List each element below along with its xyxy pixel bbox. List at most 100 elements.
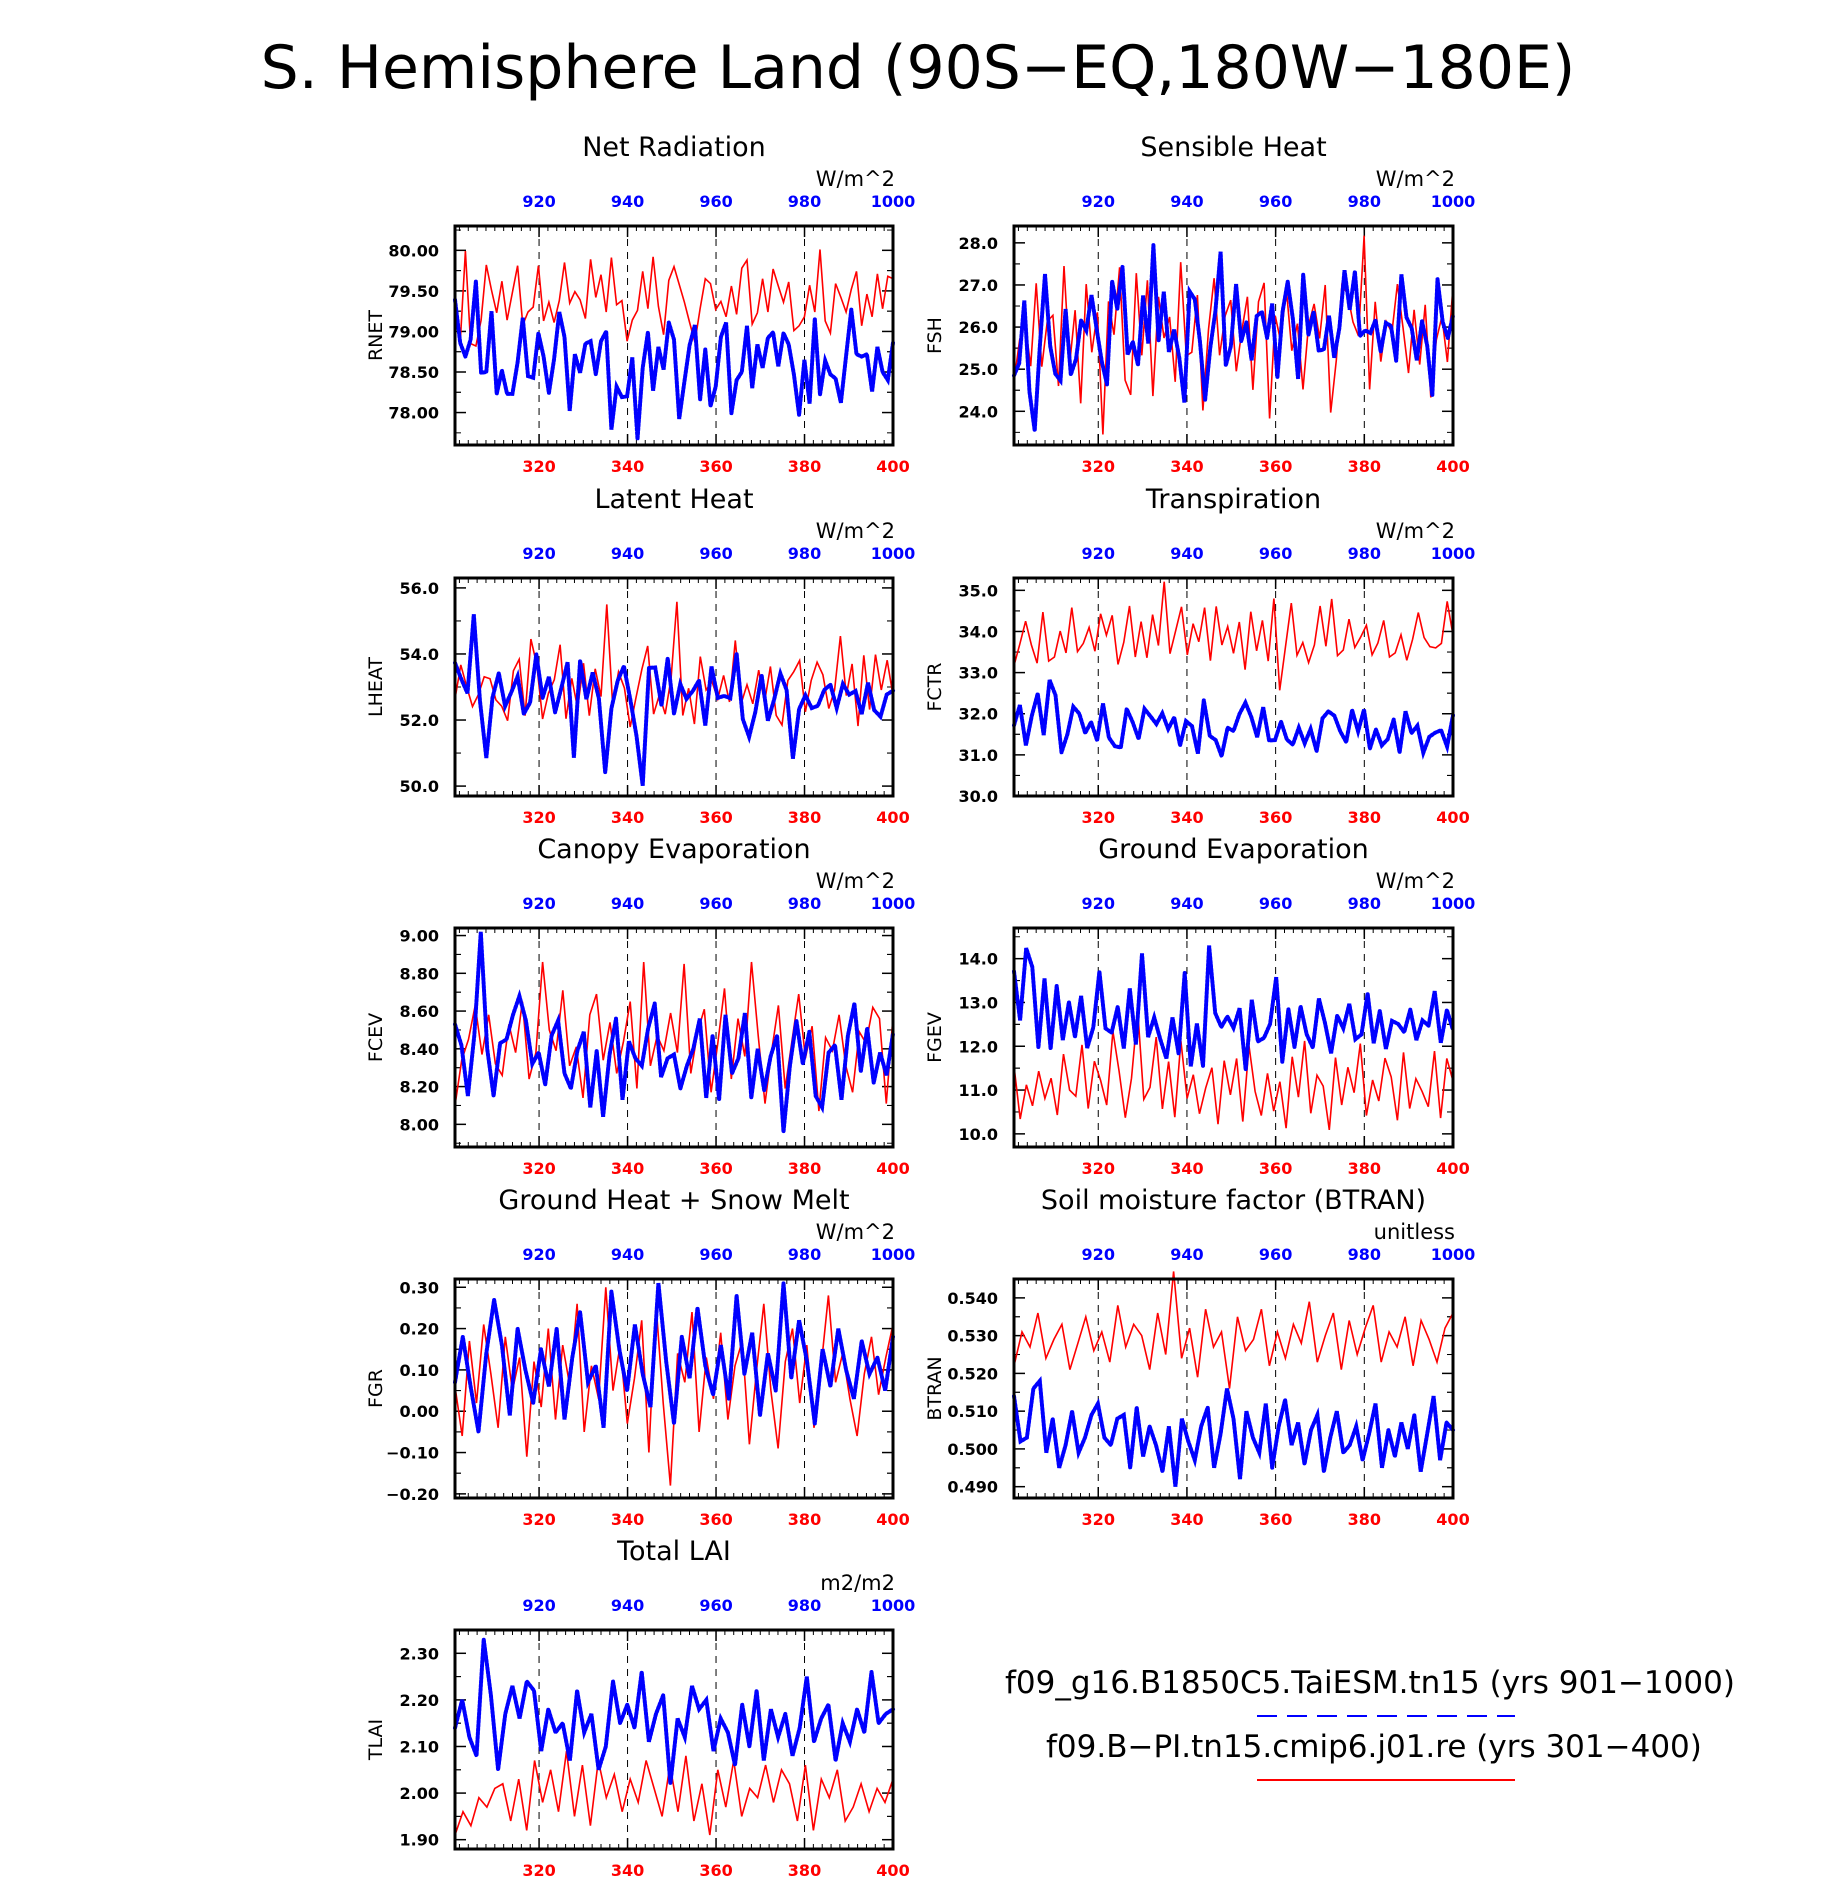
x-top-tick-label: 920 [1082,894,1115,913]
x-bottom-tick-label: 380 [788,1159,821,1178]
y-tick-label: 25.0 [959,360,998,379]
x-top-tick-label: 980 [1348,192,1381,211]
units-label: W/m^2 [1376,869,1455,893]
x-bottom-tick-label: 340 [1170,1510,1203,1529]
x-bottom-tick-label: 340 [611,1159,644,1178]
y-tick-label: 0.490 [947,1478,998,1497]
y-tick-label: 35.0 [959,581,998,600]
x-top-tick-label: 980 [788,1596,821,1615]
panel-title: Canopy Evaporation [537,834,810,865]
plot-frame [453,1628,895,1851]
x-bottom-tick-label: 360 [699,1159,732,1178]
y-tick-label: 0.00 [400,1402,439,1421]
x-bottom-tick-label: 400 [1436,1159,1469,1178]
y-tick-label: 0.540 [947,1289,998,1308]
x-bottom-tick-label: 400 [1436,808,1469,827]
x-top-tick-label: 940 [611,192,644,211]
series-line-run-b [1013,581,1454,691]
x-bottom-tick-label: 340 [1170,808,1203,827]
x-top-tick-label: 1000 [871,544,916,563]
y-tick-label: 34.0 [959,622,998,641]
x-top-tick-label: 960 [1259,544,1292,563]
series-line-run-b [454,601,894,728]
x-bottom-tick-label: 340 [1170,1159,1203,1178]
y-tick-label: 0.20 [400,1320,439,1339]
y-tick-label: 33.0 [959,664,998,683]
series-line-run-b [454,961,894,1112]
x-bottom-tick-label: 320 [1082,1159,1115,1178]
x-bottom-tick-label: 360 [1259,457,1292,476]
y-tick-label: 28.0 [959,234,998,253]
x-top-tick-label: 940 [1170,544,1203,563]
x-top-tick-label: 980 [788,192,821,211]
y-tick-label: 26.0 [959,318,998,337]
y-tick-label: 0.30 [400,1278,439,1297]
x-top-tick-label: 940 [611,1245,644,1264]
x-bottom-tick-label: 380 [1348,1510,1381,1529]
units-label: W/m^2 [1376,167,1455,191]
y-tick-label: 8.80 [400,964,439,983]
x-bottom-tick-label: 380 [1348,457,1381,476]
x-top-tick-label: 980 [788,544,821,563]
x-top-tick-label: 980 [1348,894,1381,913]
y-tick-label: 12.0 [959,1037,998,1056]
x-top-tick-label: 1000 [1431,192,1476,211]
x-top-tick-label: 1000 [1431,894,1476,913]
panel-title: Net Radiation [582,132,766,163]
panel-grid: Net Radiation W/m^2 RNET 78.00 78.50 79.00 79.… [365,132,1475,1880]
y-tick-label: −0.20 [386,1485,439,1504]
plot-frame [453,1277,895,1500]
x-bottom-tick-label: 400 [876,1510,909,1529]
chart-panel-rnet: Net Radiation W/m^2 RNET 78.00 78.50 79.00 79.… [365,132,915,476]
x-top-tick-label: 920 [522,544,555,563]
x-top-tick-label: 1000 [871,1245,916,1264]
y-tick-label: 31.0 [959,746,998,765]
series-line-run-a [1012,1375,1455,1487]
x-bottom-tick-label: 360 [1259,1159,1292,1178]
plot-frame [1012,1277,1455,1500]
x-bottom-tick-label: 400 [876,808,909,827]
x-top-tick-label: 920 [1082,1245,1115,1264]
units-label: W/m^2 [816,1220,895,1244]
x-top-tick-label: 960 [699,894,732,913]
y-tick-label: 54.0 [400,645,439,664]
y-tick-label: 14.0 [959,950,998,969]
y-tick-label: 0.510 [947,1402,998,1421]
plot-frame [453,576,895,798]
x-bottom-tick-label: 340 [611,1510,644,1529]
y-tick-label: 27.0 [959,276,998,295]
series-line-run-a [1012,244,1455,431]
series-line-run-a [453,281,895,440]
series-line-run-a [453,614,895,787]
panel-title: Ground Evaporation [1098,834,1369,865]
chart-panel-btran: Soil moisture factor (BTRAN) unitless BTRA… [924,1185,1475,1529]
page-title: S. Hemisphere Land (90S−EQ,180W−180E) [261,33,1576,103]
series-line-run-b [454,1287,894,1486]
series-line-run-a [1012,679,1455,764]
y-axis-label: FCEV [365,1013,387,1062]
y-tick-label: 52.0 [400,711,439,730]
x-top-tick-label: 920 [522,192,555,211]
units-label: unitless [1374,1220,1455,1244]
chart-panel-lheat: Latent Heat W/m^2 LHEAT 50.0 52.0 54.0 56.0 320… [365,484,915,827]
y-tick-label: 8.20 [400,1078,439,1097]
x-top-tick-label: 920 [522,1596,555,1615]
x-bottom-tick-label: 400 [876,1159,909,1178]
x-top-tick-label: 980 [1348,1245,1381,1264]
x-top-tick-label: 940 [611,894,644,913]
y-tick-label: 2.30 [400,1644,439,1663]
x-bottom-tick-label: 320 [522,808,555,827]
x-top-tick-label: 940 [1170,192,1203,211]
plot-frame [1012,224,1455,447]
x-top-tick-label: 940 [1170,1245,1203,1264]
x-top-tick-label: 960 [699,192,732,211]
y-axis-label: BTRAN [924,1356,946,1420]
x-bottom-tick-label: 320 [522,1510,555,1529]
x-bottom-tick-label: 320 [522,1159,555,1178]
series-line-run-b [1013,1010,1454,1131]
x-bottom-tick-label: 320 [1082,808,1115,827]
x-top-tick-label: 960 [699,544,732,563]
panel-title: Ground Heat + Snow Melt [498,1185,849,1216]
y-tick-label: 9.00 [400,927,439,946]
